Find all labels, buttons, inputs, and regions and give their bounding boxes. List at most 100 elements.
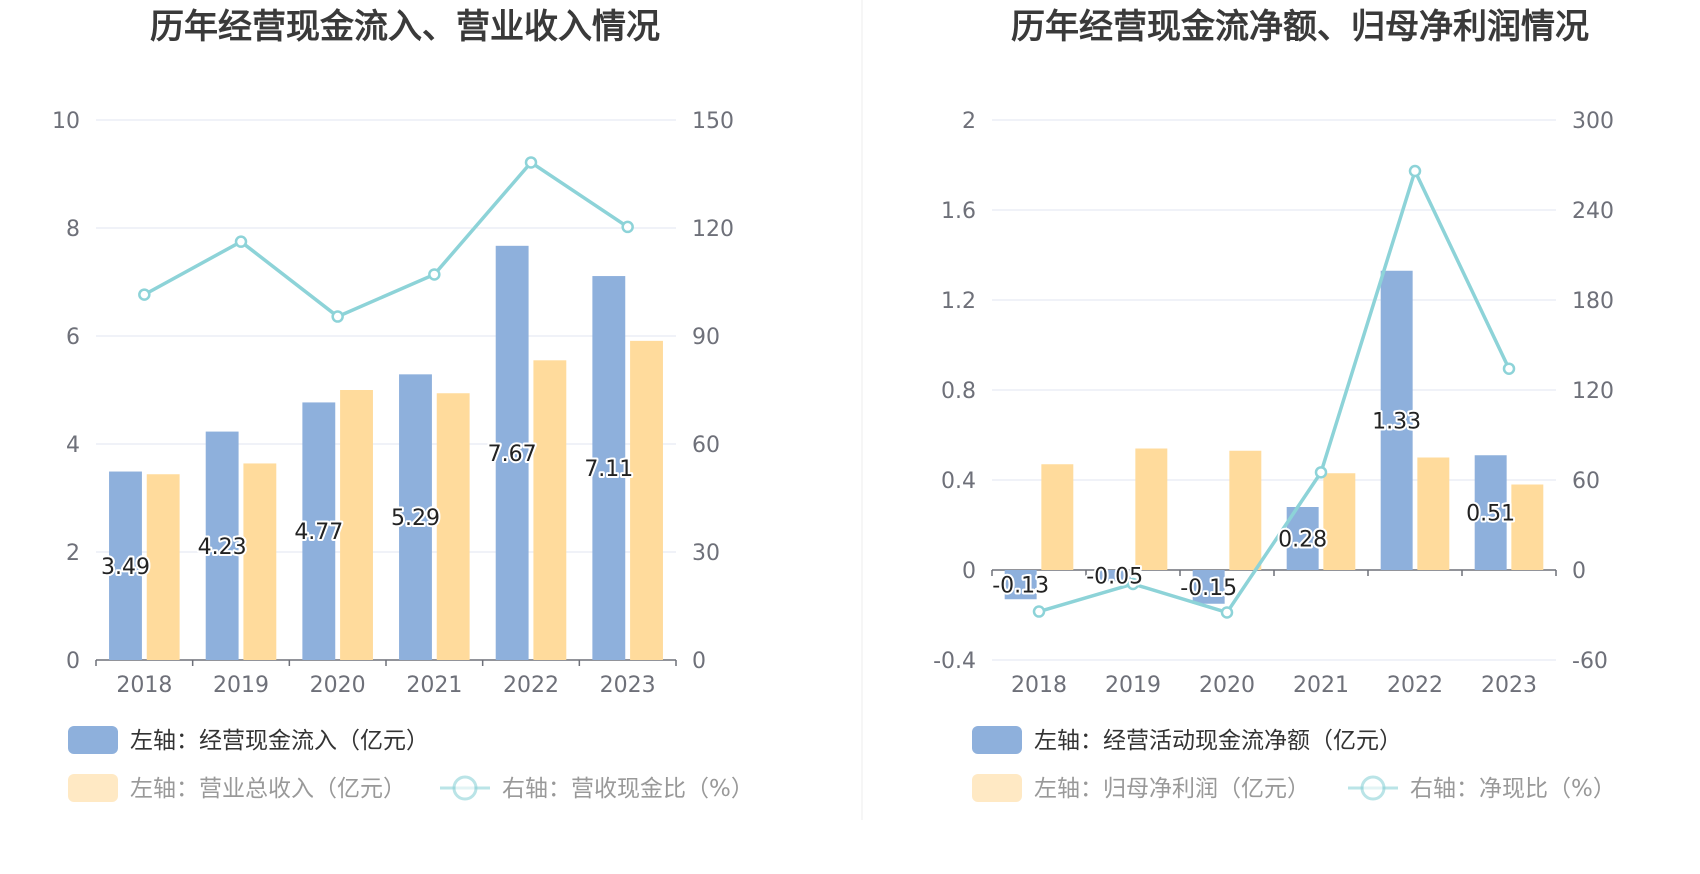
line-point bbox=[331, 310, 344, 323]
right-axis-tick-label: 60 bbox=[692, 433, 720, 458]
bar-data-label: 0.51 bbox=[1466, 502, 1515, 527]
left-axis-tick-label: 10 bbox=[52, 109, 80, 134]
x-axis-tick-label: 2021 bbox=[1293, 673, 1349, 698]
bar-secondary bbox=[533, 360, 567, 660]
right-axis-tick-label: 240 bbox=[1572, 199, 1614, 224]
legend-swatch-bar bbox=[972, 774, 1022, 802]
legend: 左轴：经营活动现金流净额（亿元） 左轴：归母净利润（亿元） 右轴：净现比（%） bbox=[972, 726, 1616, 802]
left-axis-tick-label: -0.4 bbox=[933, 649, 976, 674]
bar-secondary bbox=[1041, 464, 1074, 570]
legend-label: 左轴：营业总收入（亿元） bbox=[130, 776, 406, 802]
bar-primary bbox=[495, 245, 529, 660]
left-axis-tick-label: 8 bbox=[66, 217, 80, 242]
left-axis-tick-label: 2 bbox=[66, 541, 80, 566]
bar-primary bbox=[1098, 570, 1131, 582]
right-axis-tick-label: 60 bbox=[1572, 469, 1600, 494]
bar-data-label: -0.05 bbox=[1086, 565, 1143, 590]
bar-primary bbox=[302, 402, 336, 660]
chart-panel-net-cash-flow-profit: 历年经营现金流净额、归母净利润情况 -0.4 -60 0 0 0.4 60 0.8 120 1.… bbox=[933, 7, 1616, 802]
line-point bbox=[1220, 606, 1234, 619]
bar-data-label: 0.28 bbox=[1278, 528, 1327, 553]
bar-secondary bbox=[1323, 473, 1356, 570]
left-axis-tick-label: 6 bbox=[66, 325, 80, 350]
left-axis-tick-label: 2 bbox=[962, 109, 976, 134]
bar-secondary bbox=[1135, 448, 1168, 570]
legend-label: 左轴：归母净利润（亿元） bbox=[1034, 776, 1310, 802]
bar-secondary bbox=[1229, 450, 1262, 570]
bar-secondary bbox=[630, 340, 663, 660]
x-axis-tick-label: 2018 bbox=[116, 673, 172, 698]
bar-data-label: 7.11 bbox=[584, 457, 633, 482]
x-axis-tick-label: 2019 bbox=[213, 673, 269, 698]
x-axis-tick-label: 2019 bbox=[1105, 673, 1161, 698]
legend: 左轴：经营现金流入（亿元） 左轴：营业总收入（亿元） 右轴：营收现金比（%） bbox=[68, 726, 754, 802]
left-axis-tick-label: 1.2 bbox=[941, 289, 976, 314]
line-point bbox=[428, 268, 441, 281]
line-point bbox=[1314, 466, 1328, 479]
legend-label: 右轴：营收现金比（%） bbox=[502, 776, 754, 802]
legend-swatch-bar bbox=[68, 726, 118, 754]
line-point bbox=[1408, 164, 1422, 178]
right-axis-tick-label: 0 bbox=[1572, 559, 1586, 584]
legend-swatch-bar bbox=[68, 774, 118, 802]
bar-data-label: 7.67 bbox=[488, 442, 537, 467]
bar-secondary bbox=[243, 463, 277, 660]
line-point bbox=[1126, 577, 1140, 591]
line-series bbox=[1038, 166, 1511, 615]
bar-data-label: 4.77 bbox=[294, 520, 343, 545]
right-axis-tick-label: 120 bbox=[692, 217, 734, 242]
legend-label: 左轴：经营现金流入（亿元） bbox=[130, 728, 429, 754]
bar-data-label: -0.13 bbox=[992, 574, 1049, 599]
x-axis-tick-label: 2020 bbox=[310, 673, 366, 698]
left-axis-tick-label: 1.6 bbox=[941, 199, 976, 224]
line-series bbox=[143, 160, 629, 319]
bar-primary bbox=[592, 276, 626, 660]
bar-data-label: 4.23 bbox=[198, 535, 247, 560]
line-point bbox=[621, 220, 634, 234]
x-axis-tick-label: 2023 bbox=[600, 673, 656, 698]
chart-title: 历年经营现金流入、营业收入情况 bbox=[150, 7, 660, 47]
bar-primary bbox=[205, 431, 239, 660]
x-axis-tick-label: 2021 bbox=[406, 673, 462, 698]
bar-data-label: 1.33 bbox=[1372, 409, 1421, 434]
legend-label: 左轴：经营活动现金流净额（亿元） bbox=[1034, 728, 1402, 754]
left-axis-tick-label: 0.4 bbox=[941, 469, 976, 494]
line-point bbox=[234, 235, 248, 248]
chart-title: 历年经营现金流净额、归母净利润情况 bbox=[1011, 7, 1589, 47]
left-axis-tick-label: 0 bbox=[66, 649, 80, 674]
bar-secondary bbox=[1511, 484, 1544, 570]
x-axis-tick-label: 2022 bbox=[503, 673, 559, 698]
bar-secondary bbox=[436, 393, 470, 660]
chart-panel-cash-inflow-revenue: 历年经营现金流入、营业收入情况 0 0 2 30 4 60 6 90 8 120 10 150 2018… bbox=[52, 7, 754, 802]
right-axis-tick-label: 90 bbox=[692, 325, 720, 350]
legend-swatch-marker bbox=[1360, 775, 1386, 801]
bar-secondary bbox=[146, 474, 180, 660]
right-axis-tick-label: -60 bbox=[1572, 649, 1608, 674]
x-axis-tick-label: 2023 bbox=[1481, 673, 1537, 698]
right-axis-tick-label: 120 bbox=[1572, 379, 1614, 404]
right-axis-tick-label: 300 bbox=[1572, 109, 1614, 134]
legend-swatch-bar bbox=[972, 726, 1022, 754]
line-point bbox=[524, 156, 538, 169]
legend-label: 右轴：净现比（%） bbox=[1410, 776, 1616, 802]
bar-data-label: 3.49 bbox=[101, 555, 150, 580]
left-axis-tick-label: 0.8 bbox=[941, 379, 976, 404]
right-axis-tick-label: 0 bbox=[692, 649, 706, 674]
legend-swatch-marker bbox=[452, 775, 478, 801]
left-axis-tick-label: 0 bbox=[962, 559, 976, 584]
bar-primary bbox=[109, 471, 142, 660]
bar-secondary bbox=[1417, 457, 1450, 570]
right-axis-tick-label: 150 bbox=[692, 109, 734, 134]
bar-primary bbox=[1192, 570, 1225, 604]
right-axis-tick-label: 180 bbox=[1572, 289, 1614, 314]
right-axis-tick-label: 30 bbox=[692, 541, 720, 566]
left-axis-tick-label: 4 bbox=[66, 433, 80, 458]
bar-data-label: 5.29 bbox=[391, 506, 440, 531]
bar-primary bbox=[1474, 455, 1507, 570]
bar-primary bbox=[399, 374, 432, 660]
x-axis-tick-label: 2018 bbox=[1011, 673, 1067, 698]
bar-secondary bbox=[340, 390, 373, 660]
line-point bbox=[138, 288, 151, 301]
x-axis-tick-label: 2022 bbox=[1387, 673, 1443, 698]
